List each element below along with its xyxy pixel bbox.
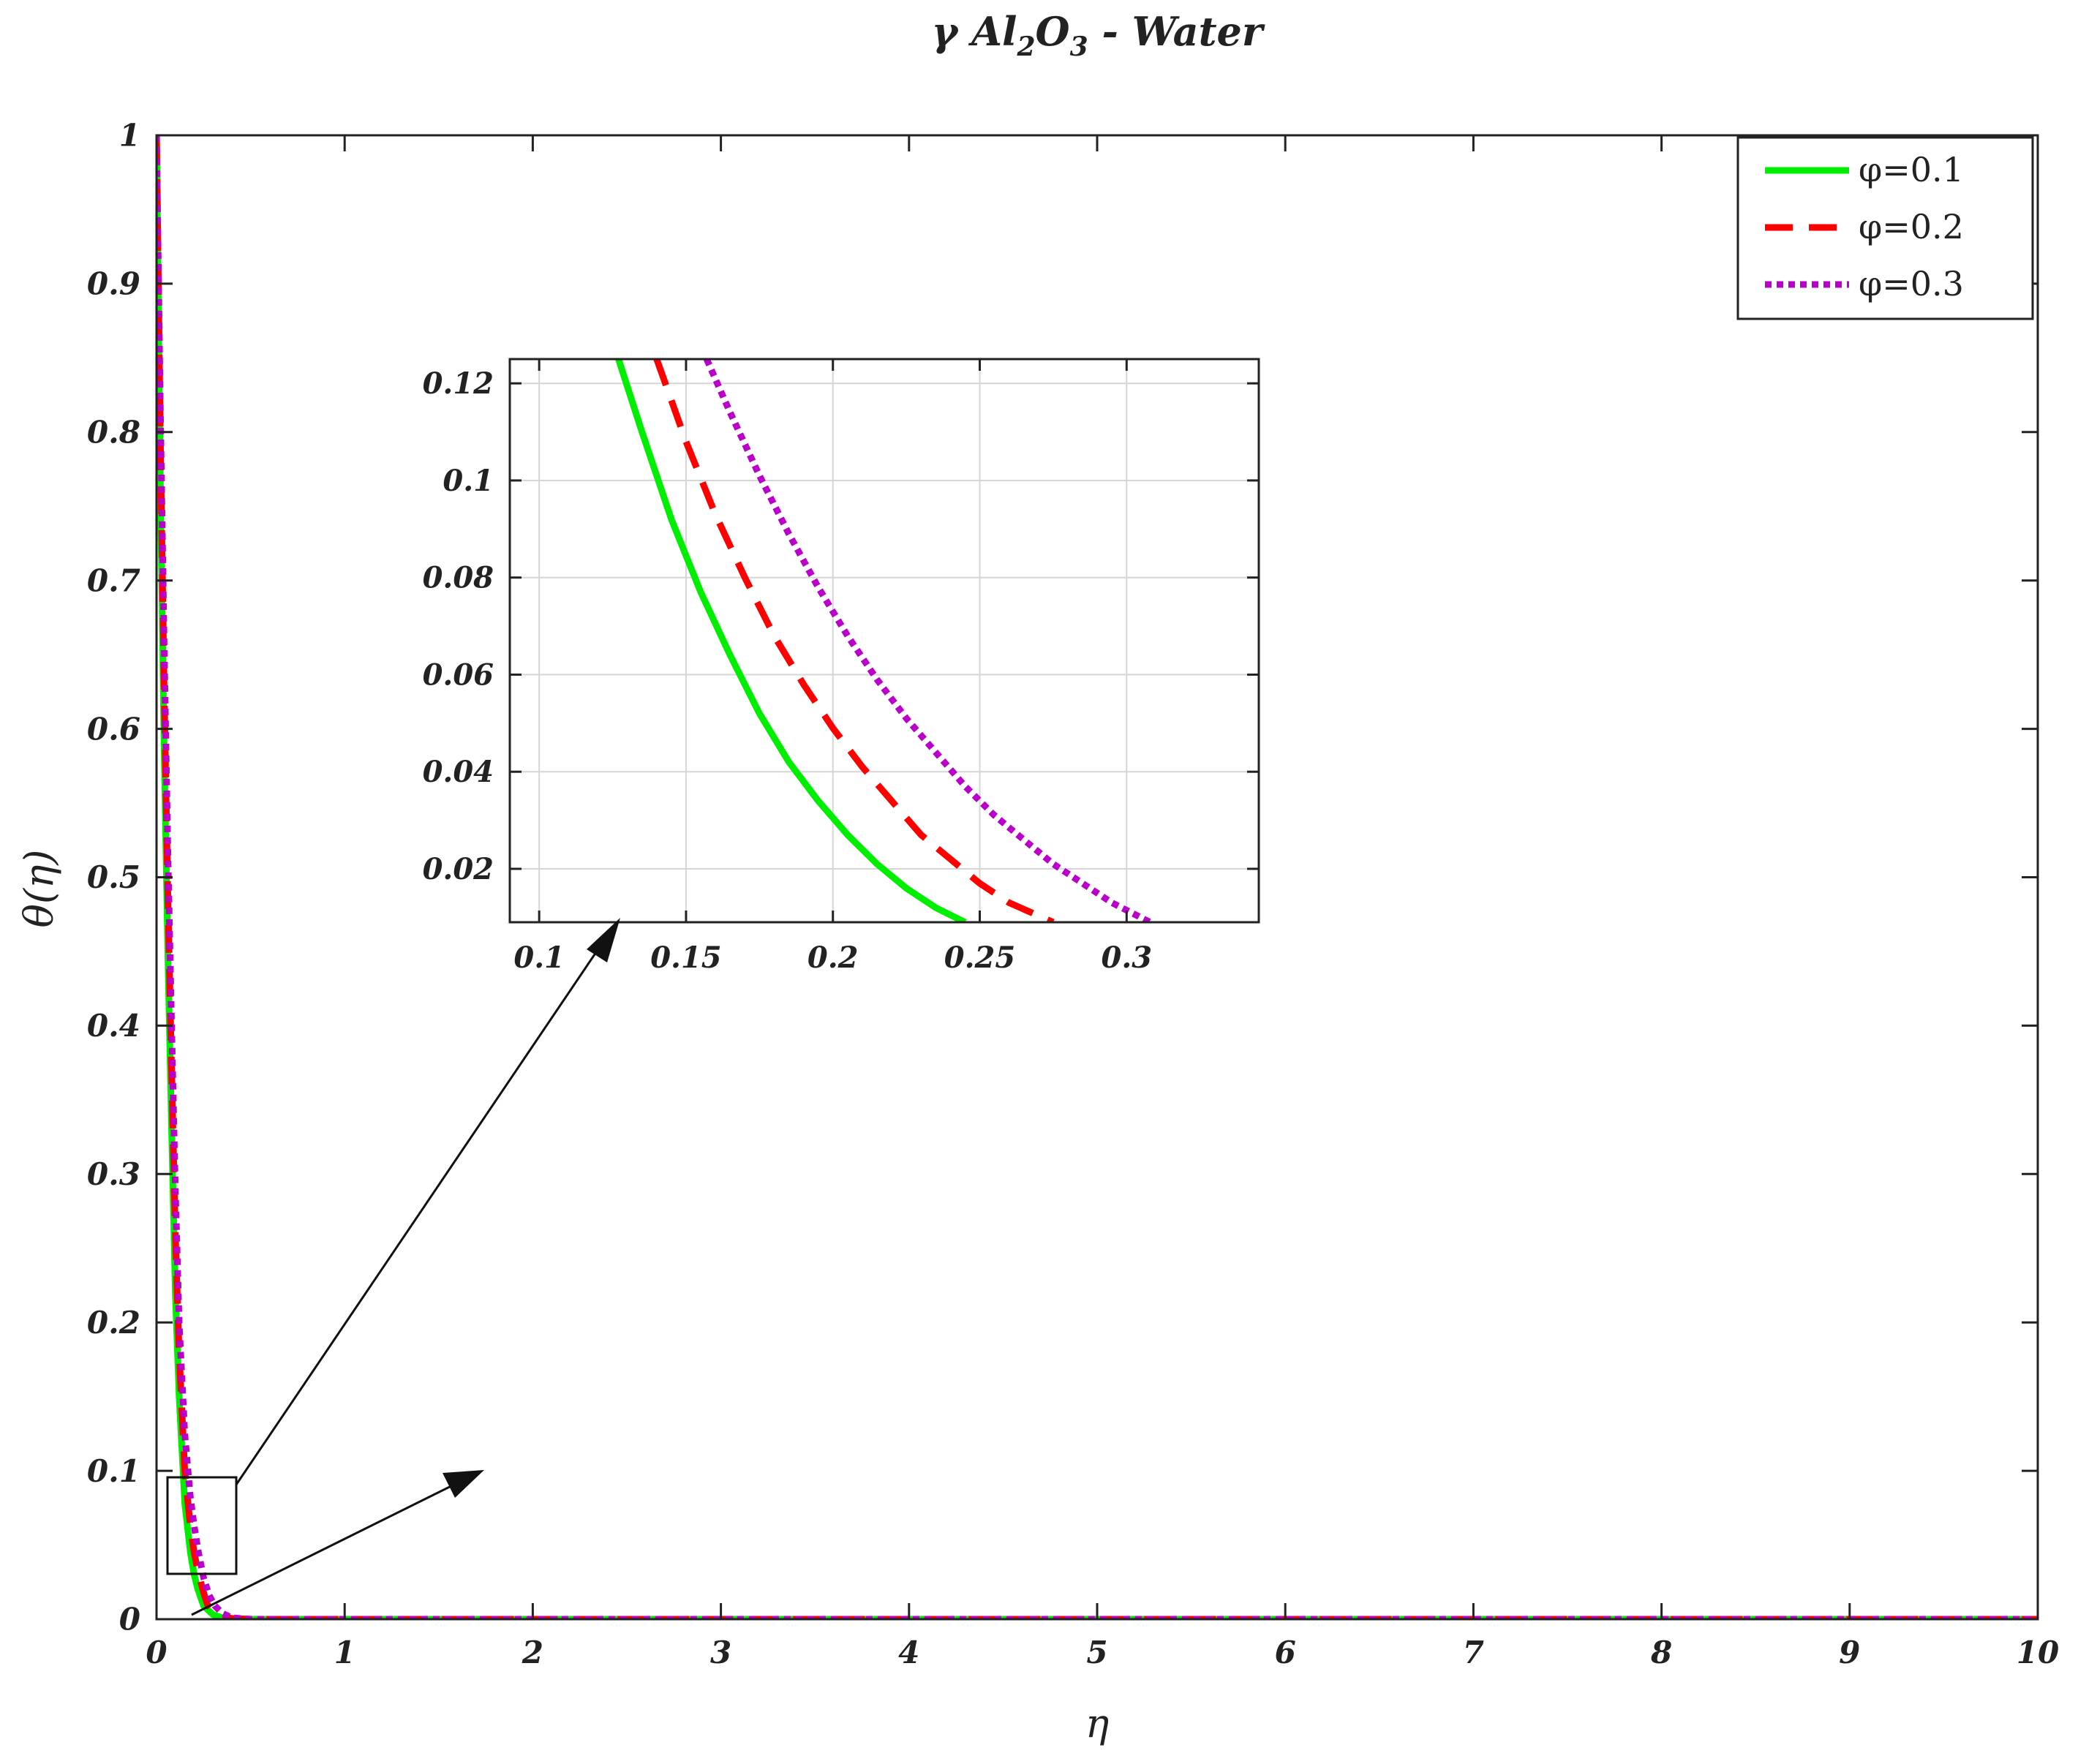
y-axis-label: θ(η) [16, 850, 62, 928]
inset-plot-x-tick-label: 0.2 [808, 941, 859, 975]
main-plot-y-tick-label: 0.8 [87, 415, 140, 451]
inset-plot-x-tick-label: 0.3 [1101, 941, 1152, 975]
legend-label-1: φ=0.1 [1859, 150, 1964, 189]
main-plot-y-tick-label: 0 [119, 1602, 140, 1637]
inset-plot-y-tick-label: 0.04 [423, 755, 494, 789]
pointer-connector [191, 1474, 473, 1616]
x-axis-label: η [1085, 1700, 1109, 1746]
inset-plot-x-tick-label: 0.1 [513, 941, 565, 975]
inset-plot-y-tick-label: 0.06 [423, 657, 494, 692]
main-plot-y-tick-label: 0.7 [87, 562, 140, 598]
legend-label-3: φ=0.3 [1859, 264, 1964, 304]
main-plot-x-tick-label: 5 [1086, 1635, 1107, 1670]
main-plot-x-tick-label: 1 [334, 1635, 355, 1670]
main-plot-y-tick-label: 0.3 [87, 1156, 140, 1192]
inset-plot-axes-box [508, 358, 1260, 924]
legend-label-2: φ=0.2 [1859, 207, 1964, 246]
main-plot-y-tick-label: 0.1 [87, 1453, 140, 1489]
chart-title: γ Al2O3 - Water [932, 8, 1265, 62]
inset-plot-series-1-line [615, 358, 967, 922]
inset-plot-x-tick-label: 0.15 [650, 941, 721, 975]
inset-plot: 0.1 0.15 0.2 0.25 0.3 0.02 0.04 0.06 0.08 0.1 0.12 [423, 358, 1260, 975]
main-plot-x-tick-label: 3 [710, 1635, 731, 1670]
inset-plot-series-2-line [653, 358, 1055, 922]
main-plot-x-tick-label: 0 [146, 1635, 167, 1670]
title-sub-2: 3 [1070, 31, 1088, 62]
main-plot-x-tick-label: 9 [1839, 1635, 1860, 1670]
main-plot-x-tick-label: 10 [2017, 1635, 2059, 1670]
title-prefix: γ Al [932, 8, 1017, 55]
title-mid: O [1036, 8, 1070, 55]
zoom-arrowhead [587, 918, 620, 962]
zoom-box [166, 1476, 238, 1575]
pointer-arrowhead [443, 1470, 484, 1498]
main-plot-y-tick-label: 0.9 [87, 266, 140, 302]
zoom-connector [235, 924, 616, 1485]
title-suffix: - Water [1088, 8, 1265, 55]
main-plot-y-tick-label: 0.5 [87, 859, 140, 895]
inset-plot-y-tick-label: 0.08 [423, 561, 494, 595]
title-sub-1: 2 [1016, 31, 1035, 62]
inset-plot-y-tick-label: 0.1 [443, 464, 494, 498]
main-plot-x-tick-label: 4 [898, 1635, 919, 1670]
inset-plot-y-tick-label: 0.12 [423, 366, 494, 401]
main-plot-x-tick-label: 8 [1650, 1635, 1672, 1670]
inset-plot-series-3-line [703, 358, 1152, 922]
main-plot-y-tick-label: 1 [119, 118, 140, 154]
inset-plot-x-tick-label: 0.25 [944, 941, 1015, 975]
main-plot-x-tick-label: 7 [1463, 1635, 1484, 1670]
inset-plot-background [510, 359, 1259, 922]
main-plot-x-tick-label: 6 [1275, 1635, 1296, 1670]
main-plot-y-tick-label: 0.4 [87, 1008, 140, 1044]
main-plot-series-3-line [157, 135, 2038, 1619]
main-plot-y-tick-label: 0.6 [87, 711, 140, 747]
main-plot-x-tick-label: 2 [522, 1635, 543, 1670]
main-plot-y-tick-label: 0.2 [87, 1305, 140, 1341]
legend: φ=0.1 φ=0.2 φ=0.3 [1736, 136, 2034, 320]
inset-plot-y-tick-label: 0.02 [423, 852, 494, 886]
